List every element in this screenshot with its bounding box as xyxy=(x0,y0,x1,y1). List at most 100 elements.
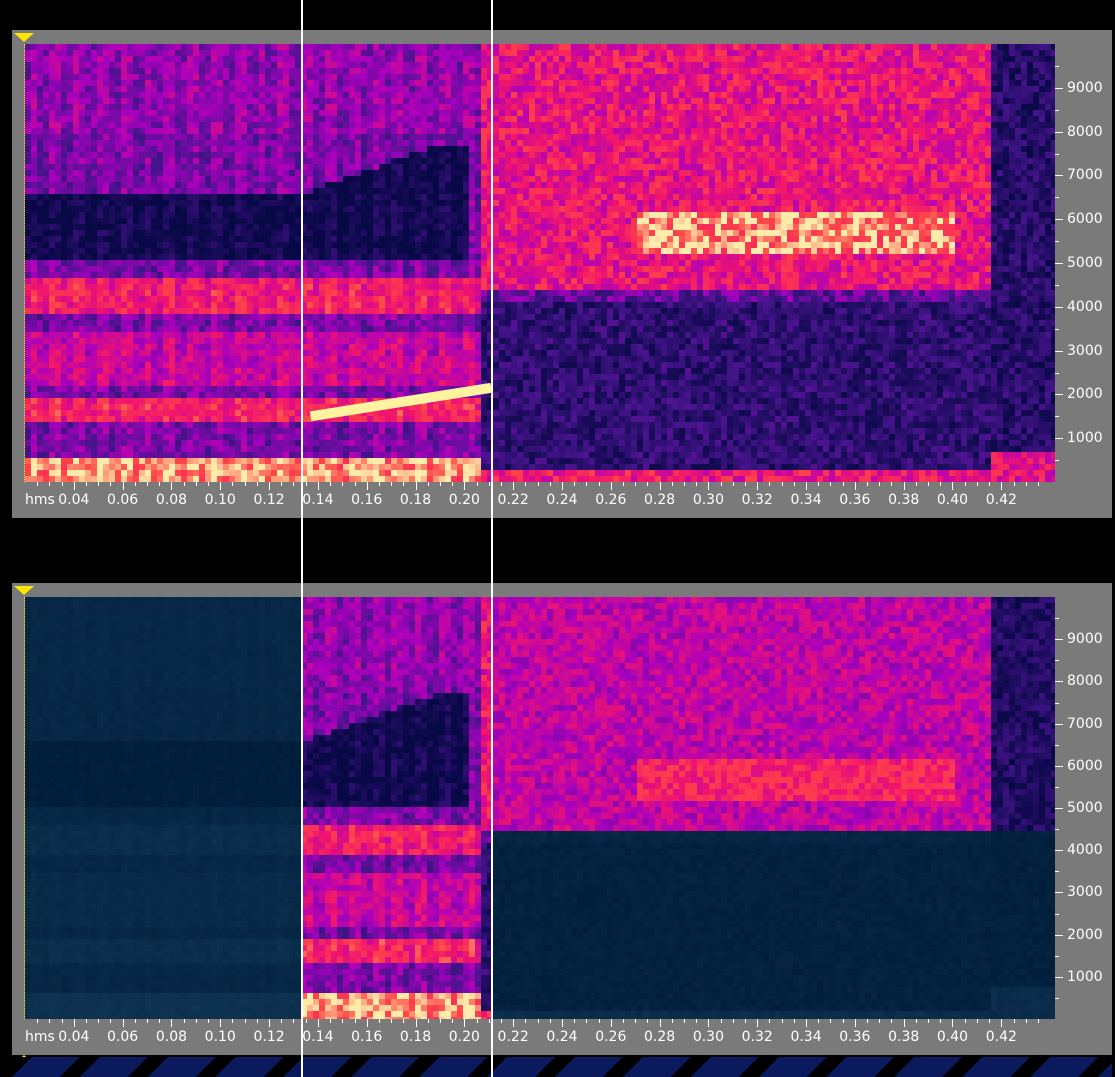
time-tick xyxy=(769,1019,771,1023)
time-tick xyxy=(1037,1019,1039,1023)
freq-tick xyxy=(1055,744,1059,746)
time-tick xyxy=(781,1019,783,1023)
freq-tick xyxy=(1055,372,1059,374)
time-tick xyxy=(635,482,637,486)
freq-tick xyxy=(1055,87,1063,89)
time-tick-label: 0.22 xyxy=(498,492,529,508)
time-cursor-end[interactable] xyxy=(491,0,494,1077)
time-tick xyxy=(818,482,820,486)
time-tick-label: 0.12 xyxy=(253,492,284,508)
time-tick xyxy=(830,482,832,486)
time-tick xyxy=(256,1019,258,1023)
time-tick xyxy=(366,482,368,490)
time-tick xyxy=(635,1019,637,1023)
time-tick-label: 0.10 xyxy=(205,492,236,508)
time-tick xyxy=(37,482,39,486)
time-tick xyxy=(989,482,991,486)
time-tick-label: 0.32 xyxy=(742,1029,773,1045)
time-tick xyxy=(537,1019,539,1023)
time-tick xyxy=(549,482,551,486)
time-tick xyxy=(732,1019,734,1023)
freq-tick xyxy=(1055,153,1059,155)
time-tick xyxy=(220,482,222,490)
time-tick xyxy=(488,482,490,486)
freq-tick xyxy=(1055,284,1059,286)
freq-tick xyxy=(1055,850,1063,852)
time-tick-label: 0.20 xyxy=(449,492,480,508)
time-tick-label: 0.36 xyxy=(839,492,870,508)
start-marker-icon[interactable] xyxy=(14,586,34,595)
time-tick xyxy=(500,1019,502,1023)
time-tick xyxy=(610,482,612,490)
time-tick xyxy=(403,482,405,486)
time-tick-label: 0.40 xyxy=(937,492,968,508)
time-tick xyxy=(818,1019,820,1023)
time-tick xyxy=(134,1019,136,1023)
time-tick xyxy=(1001,1019,1003,1027)
time-tick xyxy=(232,482,234,486)
time-tick-label: 0.14 xyxy=(302,492,333,508)
freq-tick-label: 8000 xyxy=(1067,124,1103,140)
time-tick xyxy=(561,1019,563,1027)
time-tick xyxy=(171,1019,173,1027)
freq-tick xyxy=(1055,955,1059,957)
time-tick xyxy=(378,482,380,486)
start-marker-icon[interactable] xyxy=(14,33,34,42)
time-tick xyxy=(391,1019,393,1023)
time-tick-label: 0.32 xyxy=(742,492,773,508)
time-tick xyxy=(195,1019,197,1023)
time-tick xyxy=(49,482,51,486)
time-tick xyxy=(757,482,759,490)
time-tick xyxy=(757,1019,759,1027)
time-tick xyxy=(37,1019,39,1023)
time-axis-bottom: hms 0.04 0.06 0.08 0.10 0.12 0.14 0.16 0.18 0.20 0… xyxy=(25,1019,1055,1053)
time-cursor-start[interactable] xyxy=(300,0,303,1077)
time-tick xyxy=(720,482,722,486)
time-tick xyxy=(208,482,210,486)
time-tick xyxy=(964,482,966,486)
spectrogram-panel-bottom[interactable]: 1000 2000 3000 4000 5000 6000 7000 8000 9000 hms… xyxy=(12,583,1112,1064)
time-tick xyxy=(989,1019,991,1023)
time-tick-label: 0.38 xyxy=(888,492,919,508)
freq-tick xyxy=(1055,934,1063,936)
time-tick xyxy=(342,482,344,486)
time-tick-label: 0.36 xyxy=(839,1029,870,1045)
freq-tick xyxy=(1055,723,1063,725)
time-tick xyxy=(476,1019,478,1023)
time-tick xyxy=(342,1019,344,1023)
time-tick xyxy=(1013,1019,1015,1023)
time-tick xyxy=(928,1019,930,1023)
time-tick xyxy=(281,1019,283,1023)
freq-tick xyxy=(1055,350,1063,352)
time-tick xyxy=(964,1019,966,1023)
time-tick xyxy=(928,482,930,486)
time-tick xyxy=(745,1019,747,1023)
time-tick xyxy=(915,1019,917,1023)
time-tick xyxy=(305,482,307,486)
time-tick xyxy=(793,1019,795,1023)
freq-tick xyxy=(1055,765,1063,767)
time-tick xyxy=(354,1019,356,1023)
time-tick xyxy=(1037,482,1039,486)
time-tick xyxy=(281,482,283,486)
time-tick xyxy=(293,482,295,486)
spectrogram-canvas-bottom[interactable] xyxy=(25,597,1055,1019)
spectrogram-panel-top[interactable]: 1000 2000 3000 4000 5000 6000 7000 8000 9000 hms… xyxy=(12,30,1112,518)
freq-tick-label: 5000 xyxy=(1067,255,1103,271)
time-tick xyxy=(391,482,393,486)
freq-tick xyxy=(1055,131,1063,133)
spectrogram-canvas-top[interactable] xyxy=(25,44,1055,482)
time-tick xyxy=(513,1019,515,1027)
freq-tick xyxy=(1055,871,1059,873)
freq-tick-label: 2000 xyxy=(1067,927,1103,943)
freq-tick-label: 4000 xyxy=(1067,299,1103,315)
time-tick xyxy=(293,1019,295,1023)
time-tick-label: 0.04 xyxy=(58,492,89,508)
time-tick-label: 0.16 xyxy=(351,1029,382,1045)
time-tick xyxy=(256,482,258,486)
freq-tick xyxy=(1055,263,1063,264)
time-tick-label: 0.24 xyxy=(546,1029,577,1045)
time-tick xyxy=(220,1019,222,1027)
time-tick xyxy=(183,482,185,486)
time-tick xyxy=(854,1019,856,1027)
